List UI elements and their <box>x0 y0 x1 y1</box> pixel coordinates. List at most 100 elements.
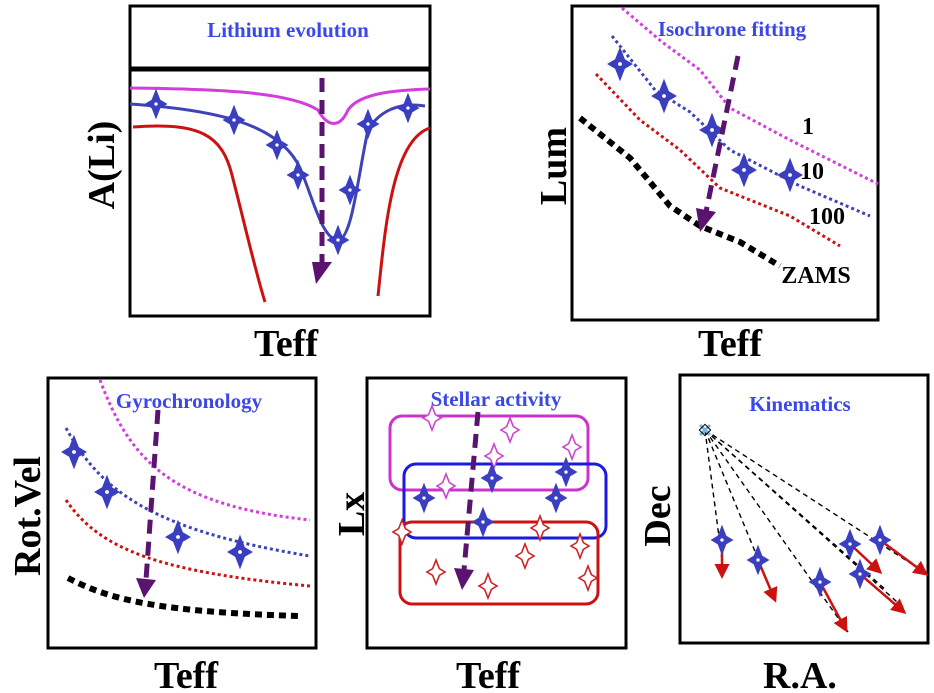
star-marker-core <box>296 173 300 177</box>
gyro-stars <box>61 434 253 570</box>
star-marker-core <box>742 168 746 172</box>
isochrone-label-100: 100 <box>809 204 845 230</box>
star-marker <box>425 557 447 587</box>
panel-gyro: Gyrochronology Rot.Vel Teff <box>7 376 318 693</box>
isochrone-curve-10 <box>610 35 871 218</box>
star-marker-core <box>878 538 882 542</box>
star-marker-core <box>406 106 410 110</box>
star-marker-core <box>848 542 852 546</box>
star-marker-core <box>366 122 370 126</box>
kinematics-convergent-point-box <box>698 423 712 437</box>
activity-box-magenta <box>388 414 590 492</box>
kinematics-arrow <box>849 543 883 575</box>
activity-box-red <box>398 520 600 606</box>
star-marker-core <box>232 118 236 122</box>
lithium-age-arrowhead <box>312 262 332 284</box>
star-marker-core <box>336 238 340 242</box>
panel-activity: Stellar activity Lx Teff <box>331 376 628 693</box>
panel-gyro-frame <box>46 376 318 650</box>
gyro-age-arrow <box>143 409 161 581</box>
panel-kinematics-title: Kinematics <box>749 392 850 416</box>
star-marker <box>561 432 583 462</box>
lithium-curve-red-right <box>376 126 431 297</box>
star-marker-core <box>818 580 822 584</box>
panel-kinematics: Kinematics Dec R.A. <box>637 373 930 693</box>
lithium-curve-red-left <box>132 124 267 303</box>
star-marker-core <box>348 188 352 192</box>
activity-age-arrowhead <box>454 568 474 590</box>
lithium-curve-magenta <box>129 86 431 125</box>
star-marker-core <box>618 62 622 66</box>
star-marker-core <box>858 572 862 576</box>
star-marker-core <box>564 470 568 474</box>
star-marker <box>391 517 413 547</box>
kinematics-arrow <box>818 581 848 633</box>
panel-gyro-ylabel: Rot.Vel <box>7 456 49 576</box>
star-marker-core <box>275 143 279 147</box>
kinematics-arrow <box>879 538 929 576</box>
star-marker-core <box>176 535 180 539</box>
isochrone-curve-100 <box>594 72 841 248</box>
kinematics-convergent-point <box>698 423 712 437</box>
panel-lithium-ylabel: A(Li) <box>81 121 123 210</box>
panel-gyro-xlabel: Teff <box>154 655 219 693</box>
panel-isochrone-xlabel: Teff <box>698 323 763 365</box>
gyro-age-arrowhead <box>136 578 156 598</box>
activity-age-arrow <box>461 411 481 571</box>
lithium-curve-blue <box>129 102 426 242</box>
gyro-curve-red <box>64 499 311 588</box>
star-marker-core <box>422 496 426 500</box>
panel-isochrone-title: Isochrone fitting <box>658 17 807 41</box>
star-marker <box>435 471 457 501</box>
star-marker-core <box>481 520 485 524</box>
panel-kinematics-ylabel: Dec <box>637 485 679 546</box>
star-marker <box>577 563 599 593</box>
panel-activity-title: Stellar activity <box>431 387 562 411</box>
panel-lithium-frame <box>128 4 432 318</box>
activity-box-blue <box>402 462 608 540</box>
star-marker <box>529 513 551 543</box>
star-marker-core <box>154 102 158 106</box>
kinematics-stars <box>710 524 892 598</box>
star-marker <box>569 531 591 561</box>
panel-isochrone: Isochrone fitting Lum Teff 1 10 100 ZAMS <box>533 4 880 365</box>
star-marker-core <box>72 450 76 454</box>
star-marker-core <box>105 490 109 494</box>
star-marker-core <box>662 94 666 98</box>
panel-lithium-xlabel: Teff <box>254 323 319 365</box>
kinematics-line <box>704 429 925 573</box>
isochrone-curve-1 <box>621 6 879 186</box>
panel-activity-frame <box>365 376 628 650</box>
panel-kinematics-frame <box>678 373 930 645</box>
isochrone-label-1: 1 <box>802 114 814 140</box>
star-marker-core <box>490 476 494 480</box>
gyro-curve-black <box>66 575 301 619</box>
star-marker-core <box>710 128 714 132</box>
star-marker-core <box>554 496 558 500</box>
star-marker-core <box>238 550 242 554</box>
star-marker <box>477 571 499 601</box>
isochrone-age-arrowhead <box>696 208 716 232</box>
star-marker-core <box>720 538 724 542</box>
star-marker <box>421 403 443 433</box>
kinematics-line <box>704 429 849 633</box>
lithium-stars <box>144 88 420 256</box>
gyro-curve-blue <box>64 427 311 558</box>
gyro-curve-magenta <box>98 379 311 522</box>
star-marker <box>514 541 536 571</box>
isochrone-label-zams: ZAMS <box>781 263 850 289</box>
isochrone-age-arrow <box>703 55 741 213</box>
star-marker <box>499 415 521 445</box>
isochrone-label-10: 10 <box>800 159 824 185</box>
panel-lithium-title: Lithium evolution <box>207 18 369 42</box>
panel-gyro-title: Gyrochronology <box>116 389 263 413</box>
panel-isochrone-frame <box>570 4 880 322</box>
star-marker-core <box>756 558 760 562</box>
kinematics-arrow <box>859 573 907 614</box>
panel-activity-xlabel: Teff <box>456 655 521 693</box>
isochrone-curve-zams <box>578 115 782 269</box>
star-marker-core <box>788 173 792 177</box>
panel-lithium: Lithium evolution A(Li) Teff <box>81 4 432 365</box>
activity-stars <box>391 403 599 601</box>
